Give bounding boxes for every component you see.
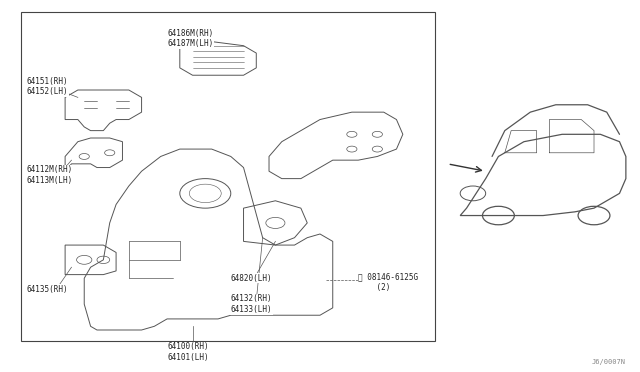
Text: 64186M(RH)
64187M(LH): 64186M(RH) 64187M(LH) [167,29,213,48]
Text: 64820(LH): 64820(LH) [231,274,273,283]
Text: 64100(RH)
64101(LH): 64100(RH) 64101(LH) [167,343,209,362]
Text: Ⓑ 08146-6125G
    (2): Ⓑ 08146-6125G (2) [358,272,419,292]
Bar [20,13,435,341]
Text: 64151(RH)
64152(LH): 64151(RH) 64152(LH) [27,77,68,96]
Text: J6/0007N: J6/0007N [592,359,626,365]
Text: 64135(RH): 64135(RH) [27,285,68,294]
Text: 64112M(RH)
64113M(LH): 64112M(RH) 64113M(LH) [27,165,73,185]
Text: 64132(RH)
64133(LH): 64132(RH) 64133(LH) [231,295,273,314]
